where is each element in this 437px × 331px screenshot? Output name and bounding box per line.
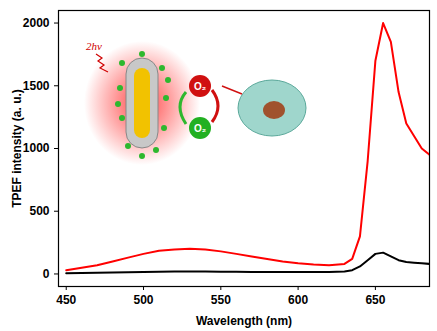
svg-text:500: 500 <box>134 293 154 307</box>
svg-text:550: 550 <box>211 293 231 307</box>
svg-text:0: 0 <box>43 267 50 281</box>
svg-text:500: 500 <box>29 204 49 218</box>
svg-text:O₂: O₂ <box>194 81 206 92</box>
svg-text:450: 450 <box>56 293 76 307</box>
svg-text:2000: 2000 <box>23 16 50 30</box>
svg-text:TPEF intensity (a. u.): TPEF intensity (a. u.) <box>10 89 24 208</box>
svg-text:2hν: 2hν <box>86 40 102 52</box>
svg-text:1500: 1500 <box>23 79 50 93</box>
svg-text:1000: 1000 <box>23 141 50 155</box>
svg-text:Wavelength (nm): Wavelength (nm) <box>196 314 292 328</box>
svg-text:600: 600 <box>288 293 308 307</box>
svg-text:O₂: O₂ <box>194 123 206 134</box>
svg-text:650: 650 <box>365 293 385 307</box>
